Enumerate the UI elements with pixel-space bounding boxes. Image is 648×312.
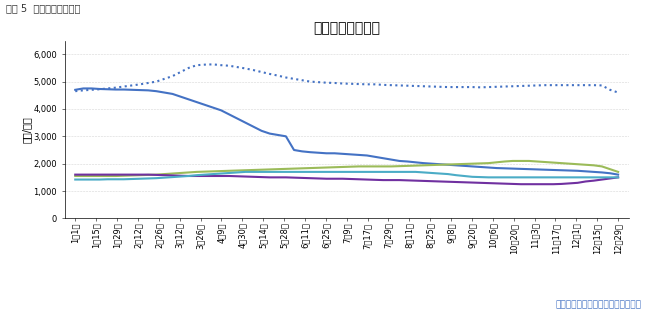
Title: 二元母猪均价走势: 二元母猪均价走势: [313, 21, 380, 35]
Text: 图表 5  二元母猪均价走势: 图表 5 二元母猪均价走势: [6, 3, 81, 13]
Text: 数据来源：我的农产品网、国元期货: 数据来源：我的农产品网、国元期货: [555, 300, 642, 309]
Y-axis label: （元/头）: （元/头）: [22, 116, 32, 143]
